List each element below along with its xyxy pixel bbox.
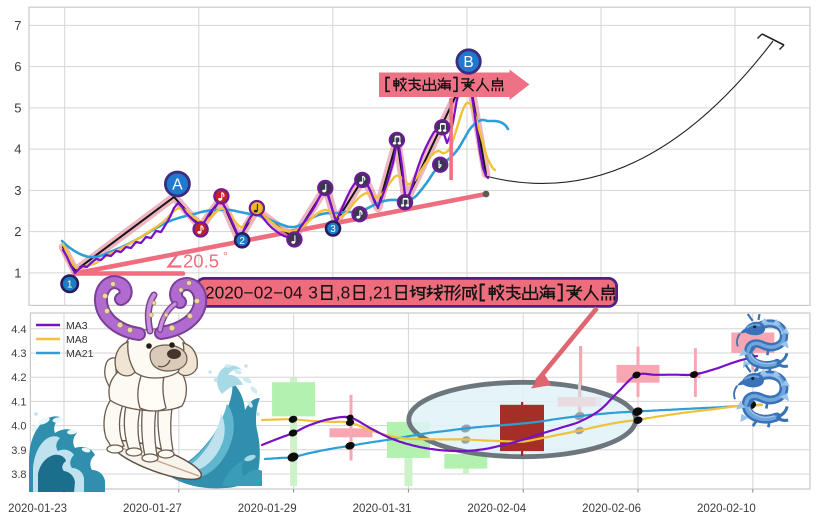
svg-text:2: 2 [205,282,215,302]
svg-text:0: 0 [254,282,264,302]
svg-text:4.3: 4.3 [11,348,26,360]
svg-text:2: 2 [263,282,273,302]
svg-text:2: 2 [239,236,245,247]
svg-text:2: 2 [224,282,234,302]
svg-text:0: 0 [215,282,225,302]
svg-text:4.1: 4.1 [11,396,26,408]
svg-text:4.2: 4.2 [11,372,26,384]
svg-text:,: , [336,282,341,302]
svg-text:2: 2 [14,224,21,239]
svg-text:−: − [243,282,253,302]
svg-text:MA8: MA8 [66,334,88,346]
svg-text:8: 8 [341,282,351,302]
svg-text:1: 1 [67,279,73,290]
svg-text:3: 3 [308,282,318,302]
svg-text:B: B [463,54,473,71]
svg-text:4.0: 4.0 [11,421,26,433]
svg-text:7: 7 [14,18,21,33]
svg-text:MA21: MA21 [66,348,94,360]
svg-text:2020-01-23: 2020-01-23 [8,503,67,515]
svg-text:6: 6 [14,59,21,74]
svg-text:2020-01-29: 2020-01-29 [238,503,297,515]
svg-text:3.8: 3.8 [11,469,26,481]
svg-text:A: A [172,177,183,194]
svg-text:2: 2 [373,282,383,302]
svg-text:0: 0 [234,282,244,302]
svg-text:2020-01-27: 2020-01-27 [123,503,182,515]
svg-text:4: 4 [14,142,21,157]
svg-text:2020-02-10: 2020-02-10 [697,503,756,515]
svg-text:,: , [368,282,373,302]
svg-text:4.4: 4.4 [11,324,26,336]
svg-text:4: 4 [293,282,303,302]
svg-text:5: 5 [14,100,21,115]
svg-text:20.5: 20.5 [183,251,219,272]
svg-text:0: 0 [283,282,293,302]
svg-text:−: − [273,282,283,302]
svg-text:3.9: 3.9 [11,445,26,457]
svg-text:MA3: MA3 [66,320,88,332]
svg-text:3: 3 [330,224,336,235]
svg-text:1: 1 [14,265,21,280]
svg-text:2020-02-06: 2020-02-06 [582,503,641,515]
svg-text:°: ° [223,249,228,263]
svg-text:3: 3 [14,183,21,198]
svg-text:2020-02-04: 2020-02-04 [467,503,526,515]
svg-text:1: 1 [383,282,393,302]
svg-text:2020-01-31: 2020-01-31 [353,503,412,515]
